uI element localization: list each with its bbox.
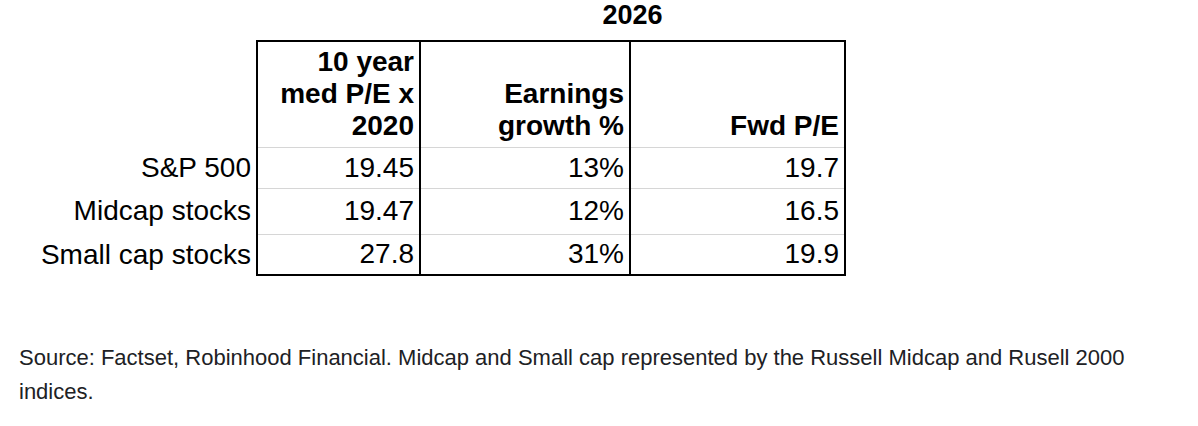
col-header-line: growth % <box>426 110 624 142</box>
cell-fwd-pe: 19.7 <box>630 147 845 188</box>
table-row-sp500: S&P 500 19.45 13% 19.7 <box>20 147 845 188</box>
source-note-line: indices. <box>19 375 1194 409</box>
row-label: Midcap stocks <box>20 188 257 234</box>
cell-med-pe: 19.45 <box>257 147 420 188</box>
table-row-midcap: Midcap stocks 19.47 12% 16.5 <box>20 188 845 234</box>
pe-table: 10 year med P/E x 2020 Earnings growth %… <box>20 40 846 276</box>
header-row: 10 year med P/E x 2020 Earnings growth %… <box>20 41 845 147</box>
corner-cell-empty <box>20 41 257 147</box>
source-note: Source: Factset, Robinhood Financial. Mi… <box>19 341 1194 409</box>
cell-earnings-growth: 13% <box>420 147 630 188</box>
col-header-line: 2020 <box>263 110 414 142</box>
chart-title: 2026 <box>420 0 845 30</box>
table-row-smallcap: Small cap stocks 27.8 31% 19.9 <box>20 234 845 275</box>
col-header-line: med P/E x <box>263 78 414 110</box>
col-header-line: Earnings <box>426 78 624 110</box>
col-header-fwd-pe: Fwd P/E <box>630 41 845 147</box>
col-header-line: 10 year <box>263 46 414 78</box>
cell-med-pe: 19.47 <box>257 188 420 234</box>
figure-2026-valuation-table: 2026 10 year med P/E x 2020 Earnings gro… <box>0 0 1198 426</box>
col-header-10yr-med-pe: 10 year med P/E x 2020 <box>257 41 420 147</box>
row-label: S&P 500 <box>20 147 257 188</box>
col-header-earnings-growth: Earnings growth % <box>420 41 630 147</box>
cell-fwd-pe: 19.9 <box>630 234 845 275</box>
cell-fwd-pe: 16.5 <box>630 188 845 234</box>
source-note-line: Source: Factset, Robinhood Financial. Mi… <box>19 341 1194 375</box>
cell-med-pe: 27.8 <box>257 234 420 275</box>
cell-earnings-growth: 31% <box>420 234 630 275</box>
row-label: Small cap stocks <box>20 234 257 275</box>
col-header-line: Fwd P/E <box>636 110 839 142</box>
cell-earnings-growth: 12% <box>420 188 630 234</box>
